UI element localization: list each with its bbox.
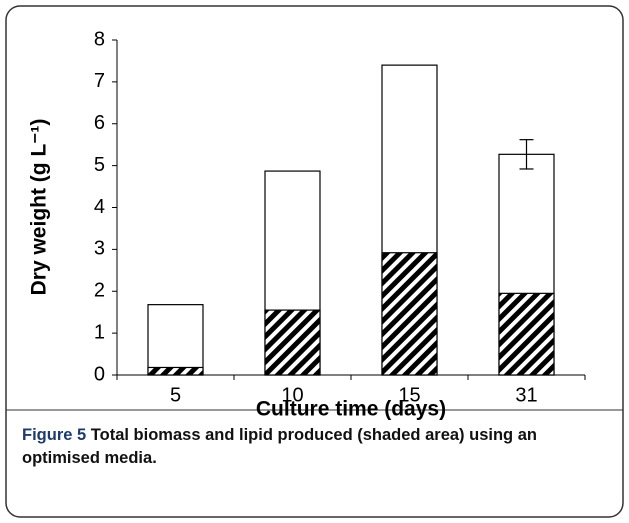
x-axis-title: Culture time (days): [256, 398, 446, 421]
y-tick-label: 5: [94, 154, 105, 176]
y-tick-label: 2: [94, 280, 105, 302]
error-bar: [519, 139, 534, 170]
y-axis-title: Dry weight (g L⁻¹): [28, 119, 51, 296]
bar: [147, 304, 204, 376]
caption-text: Total biomass and lipid produced (shaded…: [22, 426, 537, 467]
caption-label: Figure 5: [22, 426, 87, 444]
bar: [264, 309, 321, 376]
caption: Figure 5 Total biomass and lipid produce…: [22, 424, 612, 470]
bar: [147, 366, 204, 376]
y-tick-label: 0: [94, 363, 105, 385]
y-tick-label: 7: [94, 70, 105, 92]
y-tick-label: 1: [94, 321, 105, 343]
x-tick-label: 31: [515, 384, 537, 406]
y-tick-label: 8: [94, 28, 105, 50]
x-tick-label: 5: [170, 384, 181, 406]
y-tick-label: 6: [94, 112, 105, 134]
frame: [5, 5, 624, 518]
x-tick-label: 15: [398, 384, 420, 406]
y-tick-label: 4: [94, 196, 105, 218]
y-tick-label: 3: [94, 238, 105, 260]
bar: [381, 252, 438, 376]
x-tick-label: 10: [281, 384, 303, 406]
bar: [498, 292, 555, 376]
